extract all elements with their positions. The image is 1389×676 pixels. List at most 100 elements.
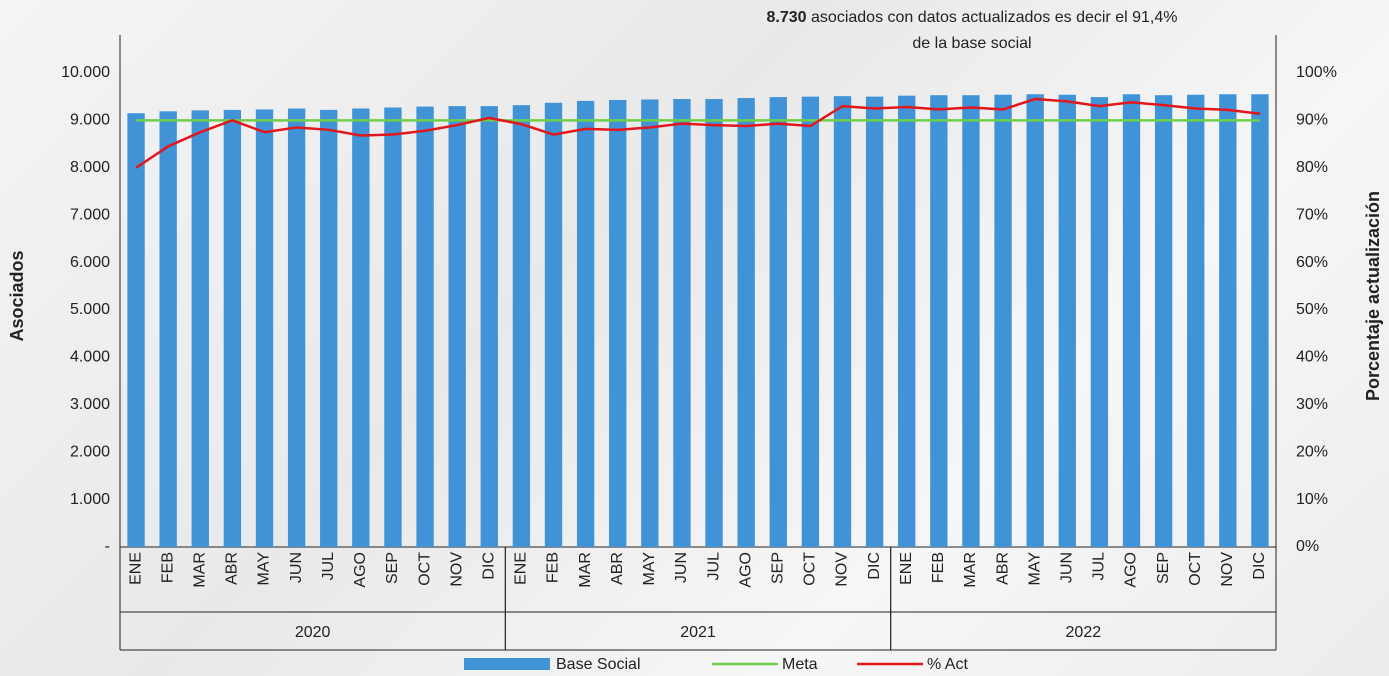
group-label: 2021 (680, 624, 716, 641)
bar (898, 95, 916, 547)
legend-label: % Act (927, 656, 968, 673)
bar (255, 109, 274, 547)
bar (609, 99, 627, 547)
bar (159, 111, 177, 547)
x-tick-label: AGO (352, 552, 369, 588)
x-tick-label: ABR (994, 552, 1011, 585)
y-tick-label: 1.000 (70, 491, 110, 508)
x-tick-label: JUL (705, 552, 722, 581)
y-tick-label: 10.000 (61, 64, 110, 81)
x-tick-label: MAY (1026, 552, 1043, 586)
x-tick-label: OCT (1187, 552, 1204, 586)
x-tick-label: ENE (513, 552, 530, 585)
x-tick-label: SEP (1155, 552, 1172, 584)
y2-tick-label: 10% (1296, 491, 1328, 508)
x-tick-label: AGO (737, 552, 754, 588)
bar (448, 106, 466, 547)
y-tick-label: 9.000 (70, 112, 110, 129)
y-tick-label: - (105, 538, 110, 555)
bar (320, 109, 338, 548)
x-tick-label: ABR (224, 552, 241, 585)
bar (1090, 97, 1109, 548)
bar (1122, 94, 1141, 547)
x-tick-label: JUN (673, 552, 690, 583)
bar (1219, 94, 1237, 547)
x-tick-label: JUL (1091, 552, 1108, 581)
x-tick-label: FEB (545, 552, 562, 583)
y-tick-label: 2.000 (70, 443, 110, 460)
x-tick-label: AGO (1123, 552, 1140, 588)
x-tick-label: MAR (962, 552, 979, 588)
legend-label: Base Social (556, 656, 641, 673)
x-tick-label: MAY (256, 552, 273, 586)
y-axis-label: Asociados (7, 250, 27, 341)
x-tick-label: JUN (1058, 552, 1075, 583)
bar (962, 95, 980, 548)
x-tick-label: MAY (641, 552, 658, 586)
x-tick-label: OCT (416, 552, 433, 586)
bar (801, 96, 820, 547)
x-tick-label: FEB (159, 552, 176, 583)
y2-tick-label: 60% (1296, 254, 1328, 271)
bar (287, 108, 306, 548)
bar (576, 100, 595, 547)
bar (705, 99, 723, 547)
bar (673, 99, 691, 547)
bar (223, 109, 242, 548)
y2-tick-label: 80% (1296, 159, 1328, 176)
y-tick-label: 6.000 (70, 254, 110, 271)
y-tick-label: 8.000 (70, 159, 110, 176)
y2-tick-label: 100% (1296, 64, 1337, 81)
bar (994, 94, 1012, 547)
legend-label: Meta (782, 656, 818, 673)
bar (512, 105, 531, 547)
bar (737, 98, 755, 547)
bar (1026, 94, 1044, 547)
x-tick-label: ABR (609, 552, 626, 585)
y2-tick-label: 90% (1296, 112, 1328, 129)
x-tick-label: ENE (898, 552, 915, 585)
x-tick-label: SEP (384, 552, 401, 584)
chart-title-line2: de la base social (912, 35, 1031, 52)
bar (1251, 94, 1269, 547)
x-tick-label: DIC (480, 552, 497, 580)
y-tick-label: 5.000 (70, 301, 110, 318)
title-text: asociados con datos actualizados es deci… (811, 9, 1177, 26)
bar (384, 107, 402, 548)
bar (641, 99, 659, 548)
title-bold: 8.730 (767, 9, 807, 26)
bar (352, 108, 370, 548)
x-tick-label: JUL (320, 552, 337, 581)
group-label: 2022 (1066, 624, 1102, 641)
x-tick-label: SEP (769, 552, 786, 584)
bar (865, 96, 884, 547)
bar (480, 106, 498, 547)
x-tick-label: MAR (577, 552, 594, 588)
legend-swatch (464, 658, 550, 670)
bar (127, 113, 145, 547)
y-tick-label: 3.000 (70, 396, 110, 413)
x-tick-label: NOV (834, 552, 851, 587)
y2-tick-label: 0% (1296, 538, 1319, 555)
x-tick-label: DIC (1251, 552, 1268, 580)
bar (1187, 94, 1205, 547)
x-tick-label: DIC (866, 552, 883, 580)
group-label: 2020 (295, 624, 331, 641)
x-tick-label: NOV (448, 552, 465, 587)
bar (769, 97, 787, 548)
y-tick-label: 4.000 (70, 349, 110, 366)
bar (1058, 94, 1076, 547)
x-tick-label: OCT (802, 552, 819, 586)
x-tick-label: MAR (191, 552, 208, 588)
chart-title: 8.730 asociados con datos actualizados e… (767, 9, 1178, 26)
bar (930, 95, 948, 548)
bar (191, 110, 209, 547)
bar (416, 106, 434, 548)
y2-tick-label: 30% (1296, 396, 1328, 413)
y-tick-label: 7.000 (70, 206, 110, 223)
bar (544, 102, 563, 547)
line-series (135, 97, 1261, 169)
bar (833, 96, 852, 548)
x-tick-label: ENE (127, 552, 144, 585)
